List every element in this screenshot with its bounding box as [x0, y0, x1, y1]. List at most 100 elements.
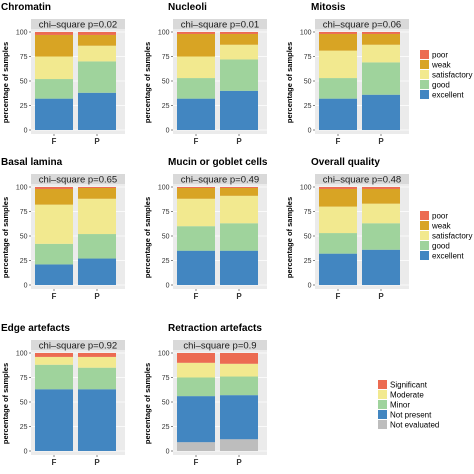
legend-swatch [420, 211, 429, 220]
bar-segment [35, 353, 73, 357]
y-tick-label: 25 [304, 103, 312, 110]
bar-segment [35, 79, 73, 99]
y-tick-label: 100 [16, 350, 28, 357]
bar-segment [177, 198, 215, 227]
y-tick-label: 25 [20, 424, 28, 431]
bar-segment [35, 264, 73, 285]
chart-panel: Chromatin chi–square p=0.02 0 25 50 75 100 F Ppe… [1, 2, 125, 146]
y-tick-label: 25 [162, 258, 170, 265]
y-axis-label: percentage of samples [143, 197, 152, 278]
bar-segment [220, 353, 258, 364]
bar-segment [362, 203, 400, 224]
bar-segment [78, 258, 116, 285]
legend-label: Not evaluated [390, 421, 439, 430]
legend-swatch [420, 241, 429, 250]
y-tick-label: 50 [304, 78, 312, 85]
y-axis-label: percentage of samples [143, 363, 152, 444]
y-tick-label: 50 [20, 399, 28, 406]
bar-segment [220, 376, 258, 396]
bar-segment [362, 32, 400, 34]
bar-segment [177, 187, 215, 188]
y-tick-label: 25 [162, 424, 170, 431]
strip-background [31, 19, 125, 29]
y-tick-label: 25 [304, 258, 312, 265]
strip-label: chi–square p=0.06 [323, 20, 401, 31]
x-tick-label: P [236, 458, 242, 467]
bar-segment [220, 44, 258, 60]
y-tick-label: 50 [162, 78, 170, 85]
strip-background [173, 19, 267, 29]
x-tick-label: F [52, 137, 57, 146]
legend-swatch [420, 70, 429, 79]
bar-segment [319, 253, 357, 285]
strip-label: chi–square p=0.02 [39, 20, 117, 31]
bar-segment [78, 389, 116, 451]
y-tick-label: 0 [166, 448, 170, 455]
x-tick-label: P [236, 137, 242, 146]
bar-segment [177, 32, 215, 34]
legend-label: Not present [390, 411, 432, 420]
bar-segment [319, 33, 357, 51]
y-tick-label: 0 [24, 448, 28, 455]
x-tick-label: P [378, 137, 384, 146]
bar-segment [362, 223, 400, 250]
y-axis-label: percentage of samples [1, 42, 10, 123]
strip-label: chi–square p=0.01 [181, 20, 259, 31]
bar-segment [78, 187, 116, 199]
bar-segment [177, 396, 215, 443]
legend-swatch [378, 410, 387, 419]
strip-background [315, 19, 409, 29]
bar-segment [78, 234, 116, 259]
bar-segment [78, 61, 116, 93]
bar-segment [78, 198, 116, 235]
strip-label: chi–square p=0.9 [183, 341, 256, 352]
legend-swatch [378, 390, 387, 399]
bar-segment [362, 187, 400, 189]
x-tick-label: F [194, 137, 199, 146]
bar-segment [78, 34, 116, 46]
chart-panel: Mitosis chi–square p=0.06 0 25 50 75 100 F Pperc… [285, 2, 409, 146]
panel-title: Nucleoli [168, 2, 207, 13]
y-tick-label: 50 [162, 233, 170, 240]
panel-title: Chromatin [1, 2, 51, 13]
legend-swatch [420, 231, 429, 240]
legend-label: weak [431, 61, 452, 70]
bar-segment [319, 78, 357, 99]
bar-segment [78, 187, 116, 188]
strip-background [315, 174, 409, 184]
bar-segment [319, 187, 357, 189]
bar-segment [78, 356, 116, 368]
bar-segment [177, 442, 215, 451]
legend-label: excellent [432, 252, 464, 261]
panels: Chromatin chi–square p=0.02 0 25 50 75 100 F Ppe… [1, 2, 409, 467]
strip-label: chi–square p=0.92 [39, 341, 117, 352]
bar-segment [35, 32, 73, 35]
x-tick-label: P [378, 292, 384, 301]
bar-segment [177, 78, 215, 99]
y-tick-label: 75 [20, 375, 28, 382]
strip-background [173, 174, 267, 184]
bar-segment [78, 367, 116, 390]
bar-segment [220, 195, 258, 224]
bar-segment [362, 62, 400, 95]
panel-title: Retraction artefacts [168, 323, 262, 334]
bar-segment [35, 389, 73, 451]
y-tick-label: 25 [20, 258, 28, 265]
legend-label: weak [431, 222, 452, 231]
bar-segment [177, 250, 215, 285]
bar-segment [78, 32, 116, 35]
legend-label: Significant [390, 381, 428, 390]
bar-segment [362, 44, 400, 63]
strip-label: chi–square p=0.49 [181, 175, 259, 186]
bar-segment [319, 50, 357, 79]
bar-segment [177, 98, 215, 130]
x-tick-label: F [336, 137, 341, 146]
bar-segment [220, 223, 258, 251]
legend-swatch [378, 380, 387, 389]
legend-label: Moderate [390, 391, 424, 400]
y-tick-label: 75 [162, 375, 170, 382]
bar-segment [220, 363, 258, 377]
y-tick-label: 75 [20, 54, 28, 61]
